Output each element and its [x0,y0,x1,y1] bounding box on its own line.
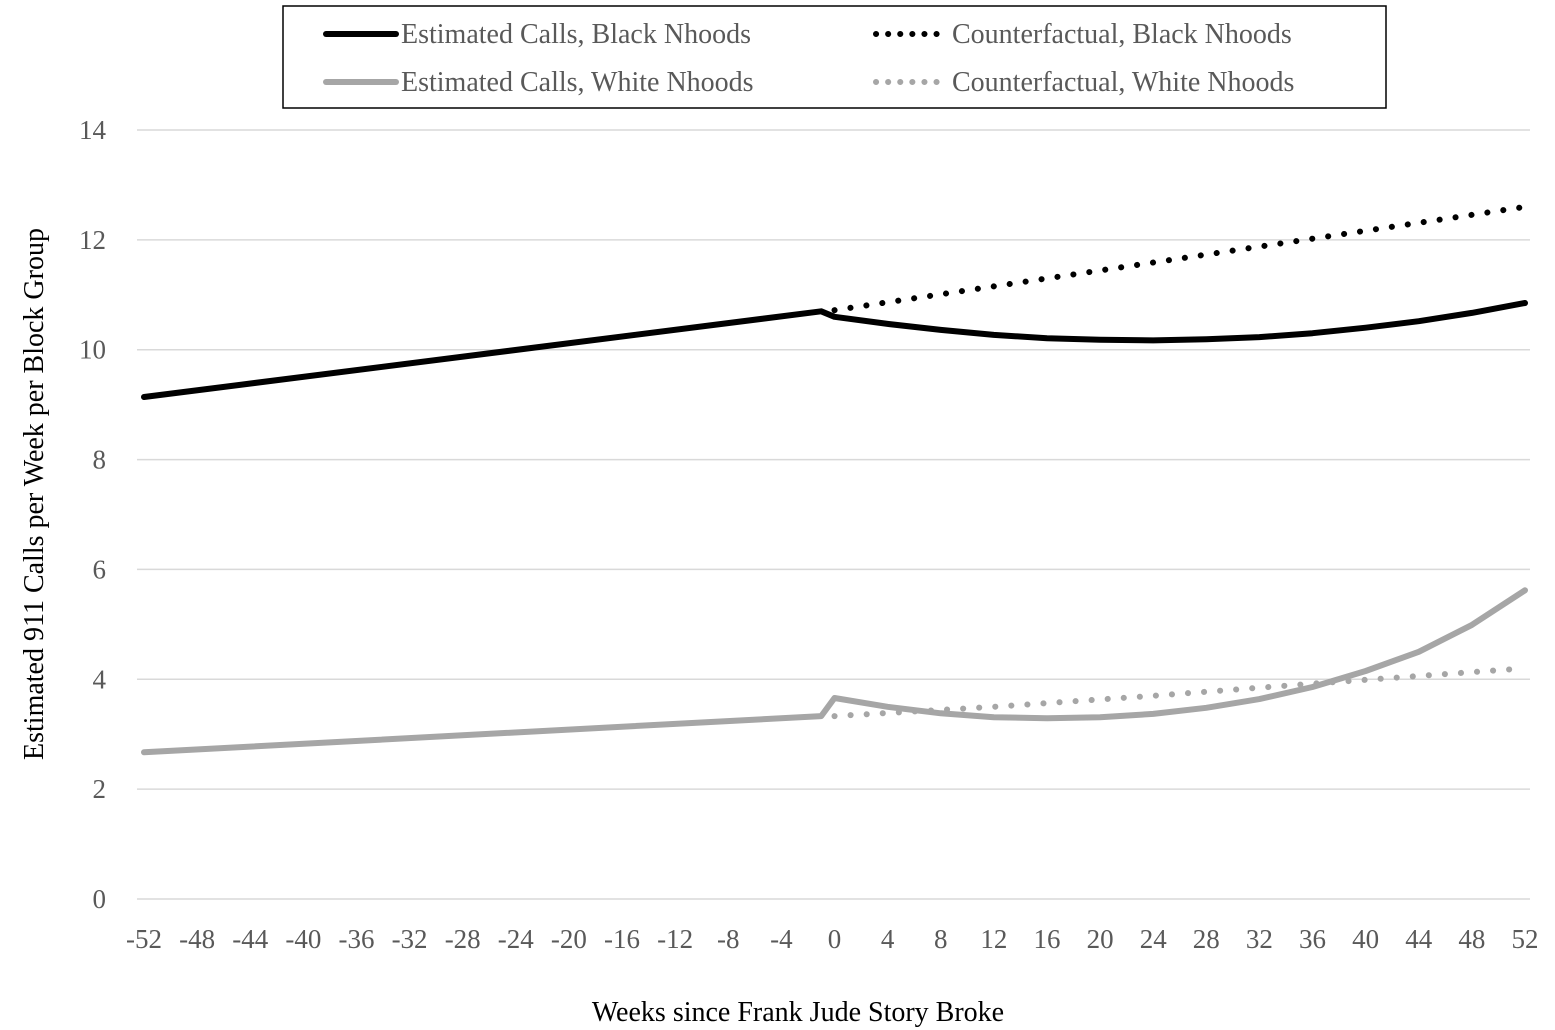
x-tick-label: -20 [551,924,587,954]
y-tick-label: 8 [93,445,107,475]
x-tick-label: -32 [392,924,428,954]
series-lines [141,203,1528,756]
y-tick-label: 10 [79,335,106,365]
x-tick-label: -48 [179,924,215,954]
x-tick-label: -28 [445,924,481,954]
y-tick-label: 14 [79,115,107,145]
x-tick-label: 40 [1352,924,1379,954]
x-tick-label: 8 [934,924,948,954]
x-tick-label: 12 [980,924,1007,954]
x-tick-label: 52 [1512,924,1539,954]
x-tick-label: 4 [881,924,895,954]
x-tick-label: -36 [338,924,374,954]
x-tick-label: 36 [1299,924,1326,954]
legend-label-2: Counterfactual, Black Nhoods [952,19,1292,50]
y-tick-label: 6 [93,554,107,584]
y-tick-label: 2 [93,774,107,804]
x-axis-ticks: -52 -48 -44 -40 -36 -32 -28 -24 -20 -16 -12 -8 -4 0 4 8… [126,924,1539,954]
legend-box [282,5,1387,109]
y-tick-label: 0 [93,884,107,914]
x-tick-label: 0 [828,924,842,954]
x-tick-label: 16 [1033,924,1060,954]
legend: Estimated Calls, Black Nhoods Counterfact… [282,5,1387,109]
x-tick-label: 20 [1087,924,1114,954]
x-tick-label: -4 [770,924,793,954]
x-tick-label: -40 [285,924,321,954]
gridlines [137,129,1530,900]
x-tick-label: -12 [657,924,693,954]
legend-label-1: Estimated Calls, Black Nhoods [401,19,751,50]
x-axis-title: Weeks since Frank Jude Story Broke [592,997,1004,1028]
x-tick-label: -52 [126,924,162,954]
series-line-3 [141,587,1528,756]
y-tick-label: 12 [79,225,106,255]
x-tick-label: -24 [498,924,534,954]
legend-label-4: Counterfactual, White Nhoods [952,67,1294,98]
series-line-2 [831,203,1528,314]
x-tick-label: 48 [1458,924,1485,954]
x-tick-label: 24 [1140,924,1168,954]
series-line-4 [831,665,1528,720]
x-tick-label: 28 [1193,924,1220,954]
x-tick-label: -44 [232,924,268,954]
x-tick-label: 44 [1405,924,1433,954]
y-axis-ticks: 0 2 4 6 8 10 12 14 [79,115,107,914]
x-tick-label: -8 [717,924,740,954]
y-axis-title: Estimated 911 Calls per Week per Block G… [19,228,50,760]
x-tick-label: -16 [604,924,640,954]
x-tick-label: 32 [1246,924,1273,954]
y-tick-label: 4 [93,664,107,694]
legend-label-3: Estimated Calls, White Nhoods [401,67,754,98]
series-line-1 [141,300,1528,400]
